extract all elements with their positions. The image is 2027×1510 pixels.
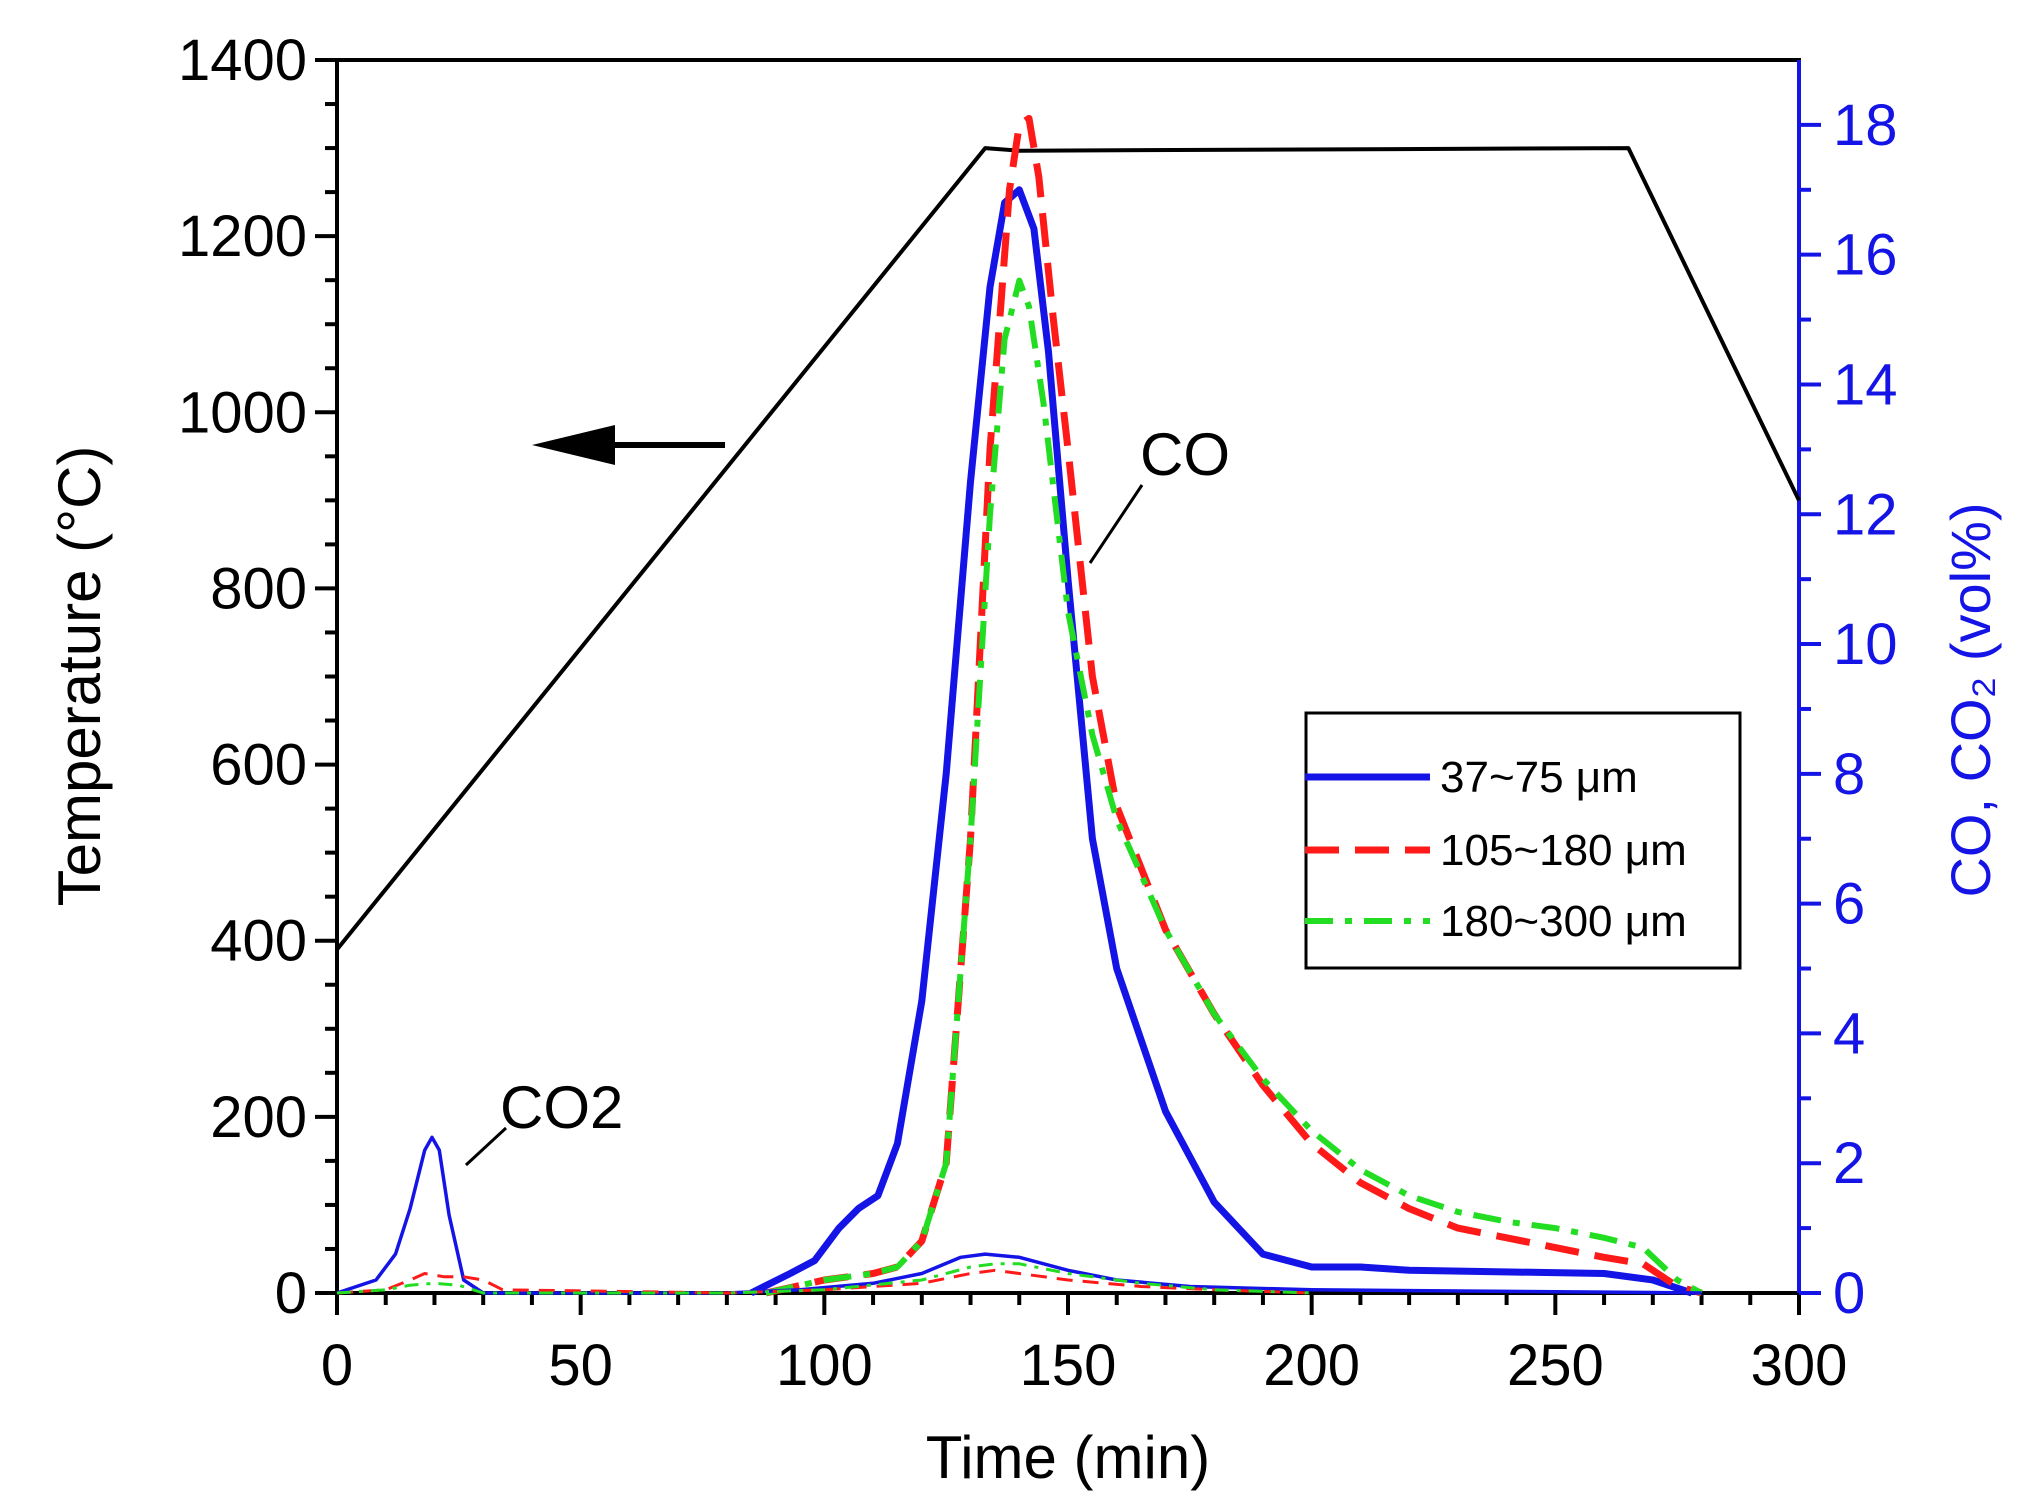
x-axis-title: Time (min) xyxy=(926,1424,1210,1491)
y-left-tick-label: 200 xyxy=(210,1085,307,1150)
series-line-temperature xyxy=(335,146,1801,951)
y-left-tick-label: 400 xyxy=(210,909,307,974)
annotation-co2-leader xyxy=(464,1126,508,1167)
y-left-tick-label: 1000 xyxy=(178,380,307,445)
x-tick-label: 300 xyxy=(1751,1333,1848,1398)
left-y-axis-title: Temperature (°C) xyxy=(46,446,113,907)
legend-box xyxy=(1304,711,1742,970)
right-y-axis-ticks: 0 2 4 6 8 10 12 14 16 18 xyxy=(1799,93,1898,1326)
y-left-tick-label: 0 xyxy=(275,1261,307,1326)
y-right-tick-label: 12 xyxy=(1833,482,1898,547)
y-left-tick-label: 800 xyxy=(210,556,307,621)
x-tick-label: 100 xyxy=(776,1333,873,1398)
x-axis-ticks: 0 50 100 150 200 250 300 xyxy=(321,1293,1848,1398)
y-right-tick-label: 4 xyxy=(1833,1001,1865,1066)
series-line-co2-180-300-m xyxy=(336,1262,1312,1295)
y-right-tick-label: 10 xyxy=(1833,612,1898,677)
y-right-tick-label: 18 xyxy=(1833,93,1898,158)
legend: 37~75 μm 105~180 μm 180~300 μm xyxy=(1304,711,1742,970)
legend-label-medium: 105~180 μm xyxy=(1440,826,1687,875)
series-line-co-37-75-m xyxy=(749,186,1693,1297)
y-right-tick-label: 2 xyxy=(1833,1131,1865,1196)
y-right-tick-label: 0 xyxy=(1833,1261,1865,1326)
y-right-tick-label: 6 xyxy=(1833,872,1865,937)
x-tick-label: 250 xyxy=(1507,1333,1604,1398)
y-left-tick-label: 1400 xyxy=(178,28,307,93)
legend-label-coarse: 180~300 μm xyxy=(1440,897,1687,946)
annotation-co2: CO2 xyxy=(500,1074,623,1141)
x-tick-label: 150 xyxy=(1020,1333,1117,1398)
y-right-tick-label: 14 xyxy=(1833,352,1898,417)
x-tick-label: 200 xyxy=(1263,1333,1360,1398)
y-left-tick-label: 600 xyxy=(210,733,307,798)
series-layer xyxy=(335,114,1801,1297)
left-y-axis-ticks: 0 200 400 600 800 1000 1200 1400 xyxy=(178,28,337,1326)
legend-label-fine: 37~75 μm xyxy=(1440,753,1638,802)
y-left-tick-label: 1200 xyxy=(178,204,307,269)
annotation-co-leader xyxy=(1088,484,1144,564)
y-right-tick-label: 16 xyxy=(1833,223,1898,288)
annotation-co: CO xyxy=(1140,421,1230,488)
x-tick-label: 50 xyxy=(548,1333,613,1398)
x-tick-label: 0 xyxy=(321,1333,353,1398)
series-line-co-105-180-m xyxy=(765,114,1703,1297)
y-right-tick-label: 8 xyxy=(1833,742,1865,807)
right-y-axis-title: CO, CO₂ (vol%) xyxy=(1939,502,2002,897)
series-line-co2-105-180-m xyxy=(336,1268,1312,1295)
left-axis-arrow-icon xyxy=(532,425,725,465)
